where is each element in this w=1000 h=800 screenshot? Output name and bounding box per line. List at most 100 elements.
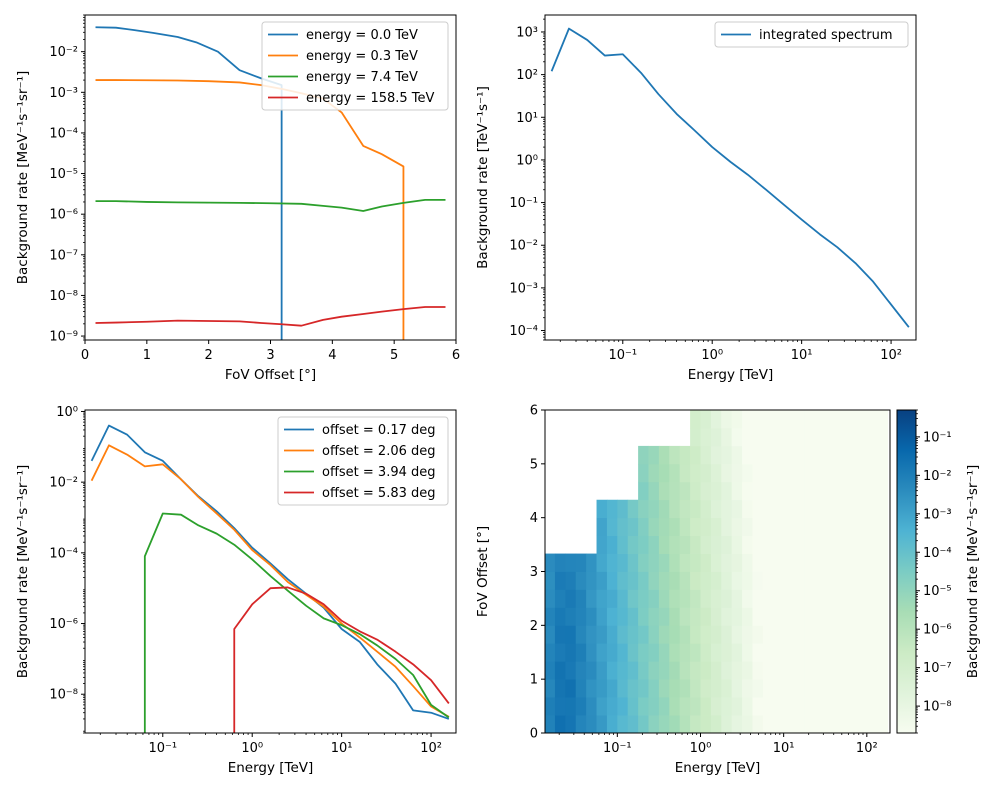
heatmap-cell (710, 607, 722, 626)
heatmap-cell (721, 535, 733, 554)
heatmap-cell (721, 553, 733, 572)
heatmap-cell (544, 625, 556, 644)
heatmap-cell (856, 535, 868, 554)
colorbar-tick-label: 10⁻⁶ (923, 623, 952, 638)
heatmap-cell (762, 517, 774, 536)
heatmap-cell (742, 553, 753, 572)
heatmap-cell (617, 535, 629, 554)
heatmap-cell (638, 607, 649, 626)
heatmap-cell (554, 625, 566, 644)
heatmap-cell (565, 643, 577, 662)
heatmap-cell (710, 643, 722, 662)
heatmap-cell (846, 661, 857, 680)
heatmap-cell (658, 643, 670, 662)
heatmap-cell (617, 589, 629, 608)
heatmap-cell (783, 481, 795, 501)
heatmap-cell (679, 535, 691, 554)
heatmap-cell (627, 517, 639, 536)
heatmap-cell (544, 643, 556, 662)
series-line (95, 26, 283, 340)
heatmap-cell (814, 643, 826, 662)
heatmap-cell (814, 553, 826, 572)
heatmap-cell (721, 499, 733, 519)
heatmap-cell (762, 463, 774, 483)
heatmap-cell (846, 715, 857, 734)
heatmap-cell (794, 679, 805, 698)
heatmap-cell (804, 643, 816, 662)
colorbar-tick-label: 10⁻³ (923, 507, 952, 522)
y-tick-label: 10⁻⁸ (49, 289, 78, 304)
heatmap-cell (617, 625, 629, 644)
heatmap-cell (721, 661, 733, 680)
heatmap-cell (700, 481, 712, 501)
heatmap-cell (752, 571, 764, 590)
heatmap-cell (710, 571, 722, 590)
heatmap-cell (814, 661, 826, 680)
heatmap-cell (544, 553, 556, 572)
heatmap-cell (794, 463, 805, 483)
heatmap-cell (752, 445, 764, 465)
heatmap-cell (617, 679, 629, 698)
y-tick-label: 1 (530, 673, 538, 688)
heatmap-cell (773, 517, 785, 536)
heatmap-cell (866, 481, 878, 501)
heatmap-cell (825, 661, 837, 680)
legend-label: energy = 0.3 TeV (306, 49, 418, 64)
x-tick-label: 0 (81, 348, 89, 363)
heatmap-cell (866, 715, 878, 734)
heatmap-cell (856, 625, 868, 644)
heatmap-cell (814, 463, 826, 483)
heatmap-cell (762, 499, 774, 519)
heatmap-cell (544, 661, 556, 680)
y-tick-label: 10⁰ (56, 405, 78, 420)
heatmap-cell (835, 715, 847, 734)
heatmap-cell (752, 715, 764, 734)
heatmap-cell (877, 553, 889, 572)
heatmap-cell (544, 607, 556, 626)
heatmap-cell (794, 410, 805, 429)
heatmap-cell (731, 535, 743, 554)
heatmap-cell (835, 481, 847, 501)
plot-area (550, 27, 910, 328)
heatmap-cell (690, 517, 701, 536)
heatmap-cell (762, 571, 774, 590)
x-tick-label: 10¹ (773, 741, 795, 756)
heatmap-cell (773, 589, 785, 608)
heatmap-cell (762, 643, 774, 662)
heatmap-cell (804, 607, 816, 626)
heatmap-cell (669, 517, 681, 536)
heatmap-cell (835, 535, 847, 554)
series-line (233, 586, 450, 733)
x-tick-label: 10⁻¹ (603, 741, 632, 756)
heatmap-cell (762, 481, 774, 501)
legend-label: energy = 158.5 TeV (306, 91, 435, 106)
colorbar-tick-label: 10⁻⁸ (923, 700, 952, 715)
heatmap-cell (596, 625, 608, 644)
heatmap-cell (658, 499, 670, 519)
heatmap-cell (877, 481, 889, 501)
heatmap-cell (669, 589, 681, 608)
heatmap-cell (710, 410, 722, 429)
heatmap-cell (721, 571, 733, 590)
heatmap-cell (846, 535, 857, 554)
heatmap-cell (544, 589, 556, 608)
heatmap-cell (731, 427, 743, 447)
heatmap-cell (638, 445, 649, 465)
heatmap-cell (721, 445, 733, 465)
legend: offset = 0.17 deg offset = 2.06 deg offset… (277, 416, 449, 506)
y-tick-label: 10⁻³ (49, 86, 78, 101)
heatmap-cell (783, 625, 795, 644)
heatmap-cell (773, 571, 785, 590)
y-tick-label: 0 (530, 727, 538, 742)
heatmap-cell (721, 463, 733, 483)
heatmap-cell (606, 625, 618, 644)
heatmap-cell (648, 607, 660, 626)
heatmap-cell (554, 571, 566, 590)
heatmap-cell (658, 625, 670, 644)
heatmap-cell (544, 715, 556, 734)
heatmap-cell (554, 553, 566, 572)
heatmap-cell (835, 499, 847, 519)
heatmap-cell (866, 679, 878, 698)
heatmap-cell (679, 643, 691, 662)
heatmap-cell (814, 607, 826, 626)
